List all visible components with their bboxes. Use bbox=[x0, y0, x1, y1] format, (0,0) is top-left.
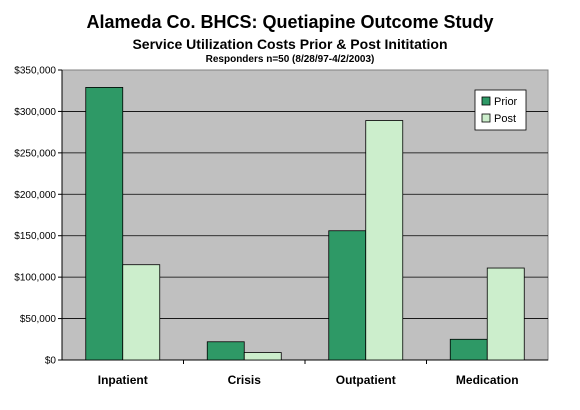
y-tick-label: $100,000 bbox=[14, 273, 56, 284]
chart-subtitle: Service Utilization Costs Prior & Post I… bbox=[132, 36, 448, 52]
legend-label-post: Post bbox=[494, 113, 516, 125]
bar-post-inpatient bbox=[122, 264, 161, 361]
bar-post-medication bbox=[486, 267, 525, 361]
legend-swatch-prior bbox=[481, 96, 491, 106]
bar-post-crisis bbox=[243, 352, 282, 361]
bar-prior-medication bbox=[449, 338, 488, 361]
y-tick-label: $350,000 bbox=[14, 66, 56, 77]
chart-subtitle-2: Responders n=50 (8/28/97-4/2/2003) bbox=[205, 54, 375, 65]
chart-title: Alameda Co. BHCS: Quetiapine Outcome Stu… bbox=[86, 12, 494, 32]
y-tick-label: $250,000 bbox=[14, 148, 56, 159]
y-tick-label: $300,000 bbox=[14, 107, 56, 118]
bar-post-outpatient bbox=[365, 120, 404, 361]
y-tick-label: $150,000 bbox=[14, 231, 56, 242]
bar-prior-outpatient bbox=[328, 230, 367, 361]
x-tick-label: Outpatient bbox=[336, 373, 396, 387]
y-tick-label: $50,000 bbox=[20, 314, 57, 325]
x-tick-label: Inpatient bbox=[98, 373, 148, 387]
y-tick-label: $0 bbox=[45, 356, 57, 367]
bar-prior-crisis bbox=[206, 341, 245, 361]
x-tick-label: Medication bbox=[456, 373, 519, 387]
y-tick-label: $200,000 bbox=[14, 190, 56, 201]
bar-prior-inpatient bbox=[85, 87, 124, 361]
legend-swatch-post bbox=[481, 113, 491, 123]
x-tick-label: Crisis bbox=[228, 373, 262, 387]
legend-label-prior: Prior bbox=[494, 96, 518, 108]
